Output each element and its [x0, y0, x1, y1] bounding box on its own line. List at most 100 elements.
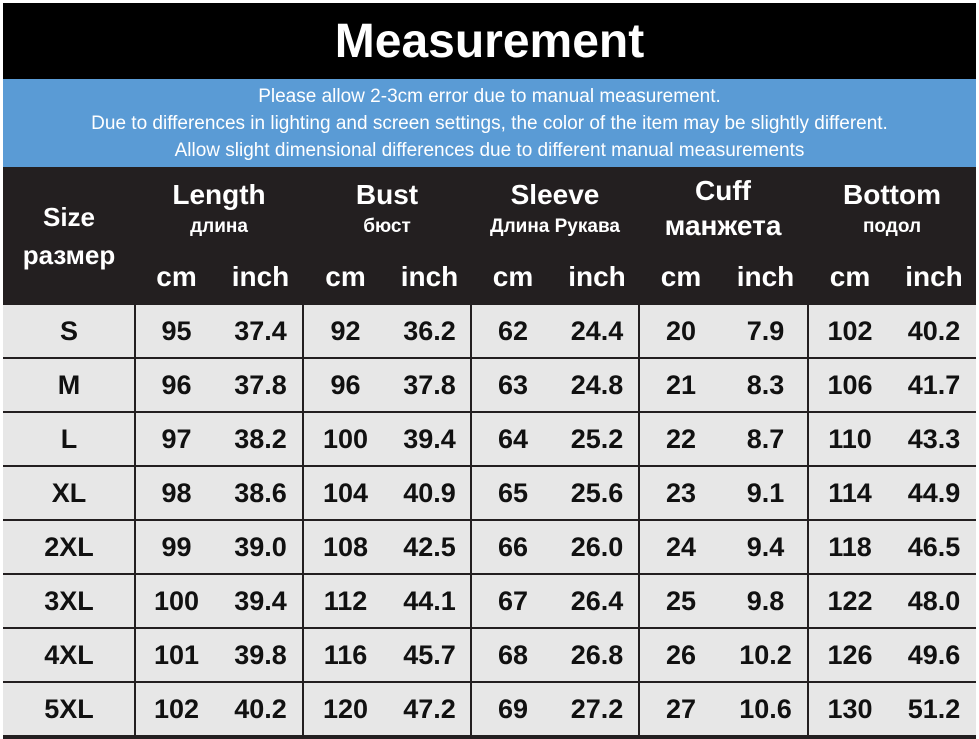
- unit-header-cm: cm: [829, 261, 871, 292]
- column-divider: [302, 467, 304, 519]
- size-cell: 2XL: [44, 531, 94, 562]
- column-divider: [134, 521, 136, 573]
- column-subheader-bust: бюст: [363, 216, 411, 237]
- measurement-cell: 120: [322, 693, 369, 724]
- unit-header-cm: cm: [660, 261, 702, 292]
- column-divider: [807, 305, 809, 357]
- measurement-cell: 24.8: [570, 369, 624, 400]
- measurement-cell: 25.2: [570, 423, 624, 454]
- size-column-header: Size размер: [3, 198, 135, 274]
- size-cell: S: [59, 315, 78, 346]
- column-divider: [638, 575, 640, 627]
- measurement-cell: 25: [665, 585, 697, 616]
- measurement-cell: 97: [161, 423, 192, 454]
- table-row: 4XL 101 39.8 116 45.7 68 26.8 26 10.2 126 49.6: [3, 629, 976, 681]
- column-divider: [302, 521, 304, 573]
- measurement-cell: 62: [497, 315, 529, 346]
- measurement-cell: 64: [497, 423, 529, 454]
- measurement-cell: 45.7: [403, 639, 456, 670]
- measurement-cell: 41.7: [907, 369, 961, 400]
- measurement-cell: 44.1: [403, 585, 456, 616]
- column-divider: [807, 683, 809, 735]
- notice-line: Allow slight dimensional differences due…: [174, 139, 805, 161]
- column-divider: [134, 629, 136, 681]
- notice-banner: Please allow 2-3cm error due to manual m…: [3, 79, 976, 167]
- measurement-cell: 10.6: [739, 693, 792, 724]
- table-row: XL 98 38.6 104 40.9 65 25.6 23 9.1 114 44.9: [3, 467, 976, 519]
- size-cell: M: [57, 369, 81, 400]
- measurement-cell: 7.9: [746, 315, 785, 346]
- measurement-cell: 116: [323, 639, 368, 670]
- measurement-cell: 36.2: [403, 315, 456, 346]
- measurement-cell: 39.8: [234, 639, 287, 670]
- measurement-cell: 118: [828, 531, 872, 562]
- measurement-cell: 65: [497, 477, 529, 508]
- measurement-cell: 101: [153, 639, 200, 670]
- measurement-cell: 47.2: [403, 693, 456, 724]
- size-header-ru: размер: [22, 240, 116, 270]
- column-header-bottom: Bottom: [843, 179, 941, 210]
- measurement-cell: 42.5: [403, 531, 456, 562]
- column-divider: [807, 629, 809, 681]
- size-cell: 4XL: [44, 639, 94, 670]
- measurement-cell: 108: [322, 531, 369, 562]
- column-subheader-cuff: манжета: [664, 210, 782, 241]
- measurement-cell: 40.2: [907, 315, 961, 346]
- table-row: 2XL 99 39.0 108 42.5 66 26.0 24 9.4 118 46.5: [3, 521, 976, 573]
- column-divider: [638, 359, 640, 411]
- unit-header-cm: cm: [325, 261, 366, 292]
- column-divider: [302, 359, 304, 411]
- column-divider: [807, 521, 809, 573]
- measurement-cell: 100: [322, 423, 369, 454]
- measurement-cell: 48.0: [907, 585, 961, 616]
- size-cell: 3XL: [44, 585, 94, 616]
- table-row: 5XL 102 40.2 120 47.2 69 27.2 27 10.6 130 51.2: [3, 683, 976, 735]
- unit-header-inch: inch: [736, 261, 795, 292]
- measurement-cell: 68: [497, 639, 529, 670]
- measurement-cell: 63: [497, 369, 529, 400]
- column-divider: [807, 467, 809, 519]
- column-divider: [807, 359, 809, 411]
- measurement-cell: 43.3: [907, 423, 961, 454]
- measurement-cell: 96: [330, 369, 361, 400]
- column-divider: [807, 413, 809, 465]
- size-header-en: Size: [42, 202, 96, 232]
- size-cell: XL: [51, 477, 87, 508]
- column-divider: [638, 413, 640, 465]
- unit-header-cm: cm: [492, 261, 534, 292]
- unit-header-inch: inch: [568, 261, 626, 292]
- measurement-cell: 106: [827, 369, 873, 400]
- notice-line: Please allow 2-3cm error due to manual m…: [258, 85, 721, 107]
- measurement-cell: 114: [828, 477, 872, 508]
- size-cell: L: [60, 423, 78, 454]
- measurement-cell: 26.4: [570, 585, 624, 616]
- unit-header-inch: inch: [905, 261, 963, 292]
- column-divider: [638, 521, 640, 573]
- measurement-cell: 67: [497, 585, 529, 616]
- unit-header-inch: inch: [231, 261, 290, 292]
- measurement-cell: 8.7: [746, 423, 785, 454]
- column-divider: [638, 305, 640, 357]
- measurement-cell: 112: [323, 585, 368, 616]
- measurement-cell: 20: [665, 315, 697, 346]
- measurement-cell: 44.9: [907, 477, 961, 508]
- measurement-cell: 104: [322, 477, 369, 508]
- measurement-cell: 27: [665, 693, 697, 724]
- measurement-cell: 37.8: [403, 369, 456, 400]
- measurement-cell: 24: [665, 531, 697, 562]
- measurement-cell: 40.2: [234, 693, 287, 724]
- measurement-cell: 22: [665, 423, 697, 454]
- measurement-cell: 99: [161, 531, 192, 562]
- measurement-cell: 98: [161, 477, 192, 508]
- measurement-cell: 110: [828, 423, 872, 454]
- measurement-cell: 26: [665, 639, 697, 670]
- measurement-cell: 39.4: [234, 585, 287, 616]
- table-row: L 97 38.2 100 39.4 64 25.2 22 8.7 110 43.3: [3, 413, 976, 465]
- measurement-cell: 49.6: [907, 639, 961, 670]
- measurement-cell: 26.0: [570, 531, 624, 562]
- measurement-cell: 40.9: [403, 477, 456, 508]
- column-divider: [807, 575, 809, 627]
- measurement-cell: 24.4: [570, 315, 624, 346]
- column-divider: [638, 467, 640, 519]
- column-divider: [134, 359, 136, 411]
